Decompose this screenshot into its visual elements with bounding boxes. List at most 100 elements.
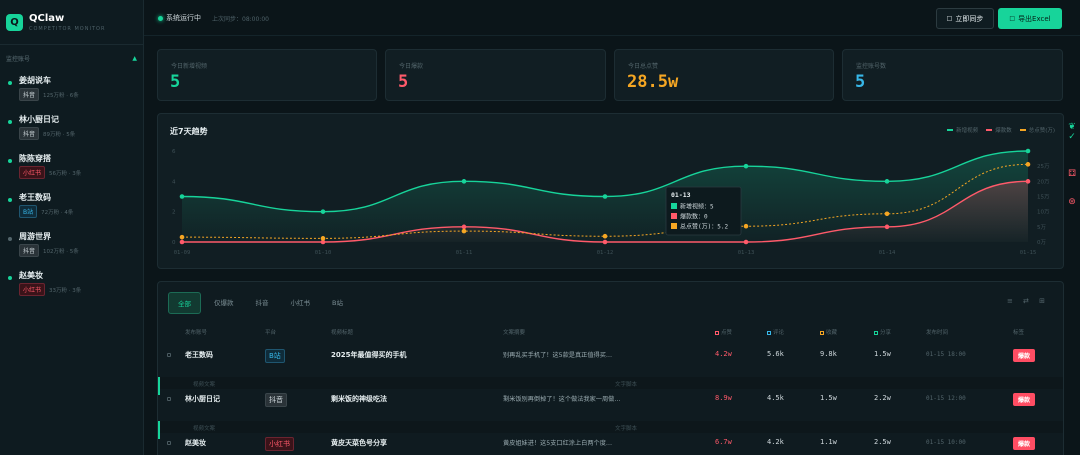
stat-label: 今日总点赞: [628, 63, 659, 70]
account-name: 姜胡说车: [19, 76, 51, 85]
grid-icon[interactable]: ⚃: [1068, 169, 1076, 179]
tab-4[interactable]: B站: [332, 299, 343, 307]
sync-now-button[interactable]: □ 立即同步: [936, 8, 994, 29]
table-tools[interactable]: ≡ ⇄ ⊞: [1006, 297, 1049, 305]
brand-title: QClaw: [29, 12, 65, 24]
legend-label: 新增视频: [956, 128, 979, 134]
status-dot-icon: [158, 16, 163, 21]
tab-2[interactable]: 抖音: [255, 299, 269, 307]
tab-3[interactable]: 小红书: [290, 299, 311, 307]
cell-title[interactable]: 2025年最值得买的手机: [331, 351, 407, 359]
data-point: [179, 234, 185, 240]
stat-card-new-videos: 今日新增视频 5: [157, 49, 377, 101]
data-point: [179, 194, 185, 199]
cell-comments: 5.6k: [767, 350, 784, 358]
table-row[interactable]: 老王数码 B站 2025年最值得买的手机 别再乱买手机了！这5款是真正值得买… 4.2w…: [158, 345, 1063, 367]
tooltip-line: 爆款数：0: [680, 213, 708, 221]
sidebar-account-item[interactable]: 陈陈穿搭 小红书 56万粉 · 3条: [0, 150, 144, 188]
stat-card-hits: 今日爆款 5: [385, 49, 606, 101]
sidebar-account-item[interactable]: 老王数码 B站 72万粉 · 4条: [0, 189, 144, 227]
account-stat: 33万粉 · 3条: [49, 287, 82, 294]
trend-chart[interactable]: 0 2 4 6 0万 5万 10万 15万 20万 25万 01-09 01-10 01-11 01-12…: [158, 114, 1063, 268]
x-tick: 01-14: [879, 250, 896, 256]
x-tick: 01-09: [174, 250, 191, 256]
leaf-icon[interactable]: ❦: [1068, 122, 1076, 132]
sidebar-account-item[interactable]: 周游世界 抖音 102万粉 · 5条: [0, 228, 144, 266]
account-name: 赵美妆: [19, 271, 43, 280]
row-checkbox[interactable]: [167, 353, 171, 357]
data-point: [1025, 148, 1031, 154]
legend-item[interactable]: 爆款数: [986, 126, 1012, 134]
th-shares-label: 分享: [880, 330, 892, 336]
export-excel-label: 导出Excel: [1018, 14, 1051, 23]
video-table-panel: 全部 仅爆款 抖音 小红书 B站 ≡ ⇄ ⊞ 发布账号 平台 视频标题 文案摘要 点赞 …: [157, 281, 1064, 455]
th-time: 发布时间: [926, 330, 949, 336]
cell-likes: 4.2w: [715, 350, 732, 358]
th-comments[interactable]: 评论: [767, 328, 784, 336]
data-point: [602, 194, 608, 199]
account-name: 林小厨日记: [19, 115, 59, 124]
brand-logo-icon: Q: [6, 13, 23, 31]
export-excel-button[interactable]: □ 导出Excel: [998, 8, 1062, 29]
tooltip-line: 新增视频：5: [680, 203, 714, 211]
account-stat: 89万粉 · 5条: [43, 131, 76, 138]
data-point: [320, 236, 326, 241]
hit-badge[interactable]: 爆款: [1013, 393, 1036, 406]
subrow-left-label: 视频文案: [193, 382, 216, 388]
platform-tag: 抖音: [19, 88, 40, 101]
table-row[interactable]: 林小厨日记 抖音 剩米饭的神级吃法 剩米饭别再倒掉了！这个做法我家一周做… 8.9w 4.…: [158, 389, 1063, 411]
expand-indicator: [158, 421, 160, 439]
data-point: [461, 228, 467, 234]
stat-value: 5: [170, 72, 181, 92]
table-row[interactable]: 赵美妆 小红书 黄皮天菜色号分享 黄皮姐妹进！这5支口红涂上白两个度… 6.7w 4.2k…: [158, 433, 1063, 455]
data-point: [461, 224, 467, 230]
hit-badge[interactable]: 爆款: [1013, 349, 1036, 362]
hit-badge[interactable]: 爆款: [1013, 437, 1036, 450]
row-checkbox[interactable]: [167, 441, 171, 445]
y-tick-right: 20万: [1037, 178, 1050, 185]
y-tick-right: 10万: [1037, 209, 1050, 216]
checkmark-badge-icon[interactable]: ✓: [1068, 132, 1076, 142]
account-name: 陈陈穿搭: [19, 154, 51, 163]
platform-tag: 小红书: [19, 283, 46, 296]
row-checkbox[interactable]: [167, 397, 171, 401]
series-area: [182, 181, 1028, 242]
sort-icon: [874, 330, 878, 335]
cell-excerpt: 黄皮姐妹进！这5支口红涂上白两个度…: [503, 440, 613, 447]
chevron-up-icon[interactable]: ▲: [132, 54, 137, 62]
last-sync-time: 上次同步：08:00:00: [212, 16, 269, 23]
sidebar-account-item[interactable]: 赵美妆小红书 33万粉 · 3条: [0, 267, 144, 305]
chart-legend: 新增视频 爆款数 总点赞(万): [947, 126, 1055, 134]
account-stat: 72万粉 · 4条: [41, 209, 74, 216]
subrow-right-label: 文字脚本: [615, 382, 638, 388]
th-likes[interactable]: 点赞: [715, 328, 732, 336]
x-tick: 01-12: [597, 250, 614, 256]
cell-title[interactable]: 黄皮天菜色号分享: [331, 439, 387, 447]
legend-item[interactable]: 总点赞(万): [1019, 126, 1055, 134]
stat-value: 28.5w: [627, 72, 679, 92]
stat-label: 今日新增视频: [171, 63, 208, 70]
platform-tag: 抖音: [265, 393, 287, 407]
globe-icon[interactable]: ⊛: [1068, 197, 1076, 207]
tab-0[interactable]: 全部: [168, 292, 201, 314]
stat-value: 5: [855, 72, 866, 92]
sidebar-account-item[interactable]: 姜胡说车 抖音 125万粉 · 6条: [0, 72, 144, 110]
th-shares[interactable]: 分享: [874, 328, 891, 336]
y-tick-right: 15万: [1037, 194, 1050, 201]
x-tick: 01-13: [738, 250, 755, 256]
table-header: 发布账号 平台 视频标题 文案摘要 点赞 评论 收藏 分享 发布时间 标签: [158, 326, 1063, 340]
account-stat: 56万粉 · 3条: [49, 170, 82, 177]
th-comments-label: 评论: [773, 330, 785, 336]
sidebar-account-item[interactable]: 林小厨日记 抖音 89万粉 · 5条: [0, 111, 144, 149]
account-stat: 102万粉 · 5条: [43, 248, 79, 255]
legend-item[interactable]: 新增视频: [947, 126, 978, 134]
tooltip-title: 01-13: [671, 191, 691, 199]
cell-title[interactable]: 剩米饭的神级吃法: [331, 395, 387, 403]
expand-indicator: [158, 377, 160, 395]
th-favorites[interactable]: 收藏: [820, 328, 837, 336]
cell-time: 01-15 18:00: [926, 351, 966, 358]
stat-card-accounts: 监控账号数 5: [842, 49, 1063, 101]
data-point: [320, 239, 326, 245]
tab-1[interactable]: 仅爆款: [214, 299, 234, 307]
status-dot-icon: [8, 198, 12, 202]
